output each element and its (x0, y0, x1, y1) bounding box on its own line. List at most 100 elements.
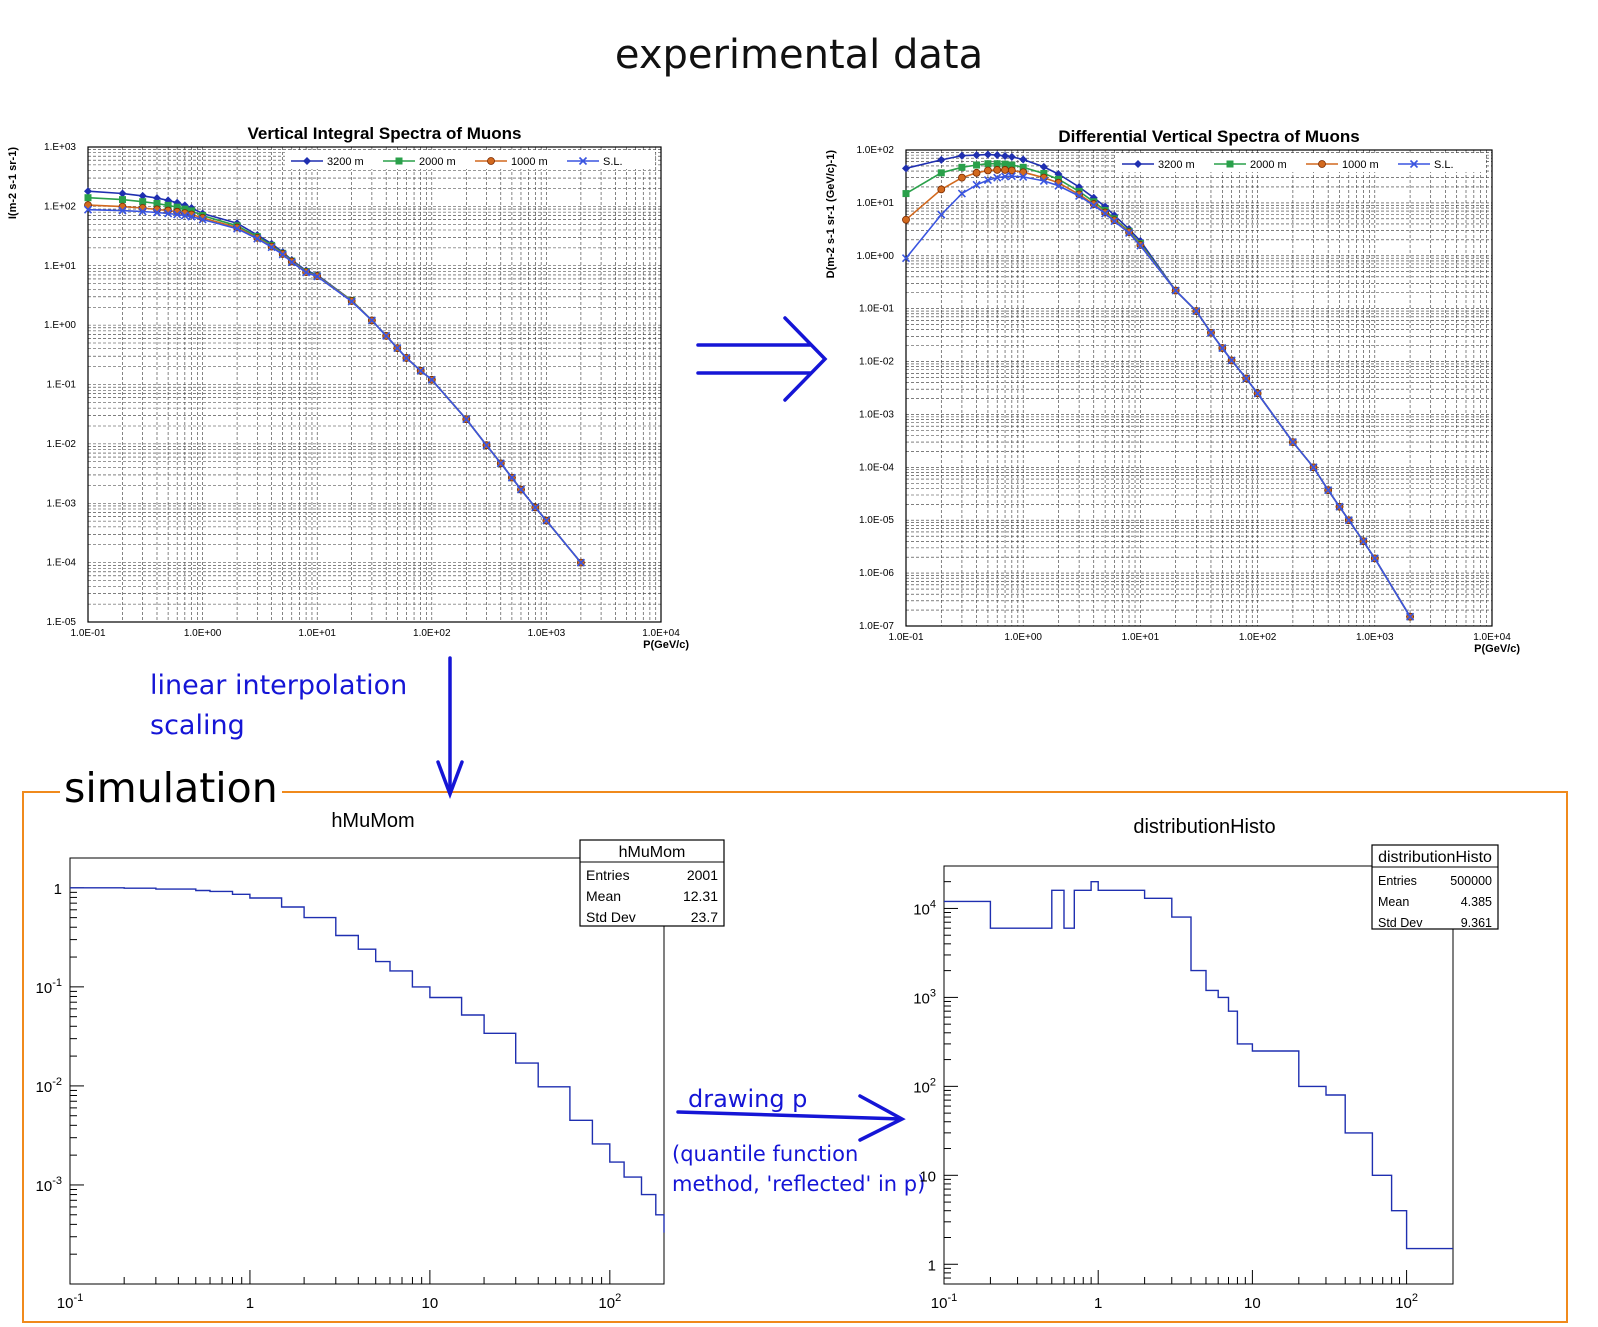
differential-xtick-label: 1.0E+04 (1473, 632, 1511, 643)
differential-ytick-label: 1.0E-02 (859, 357, 894, 368)
differential-data-point (1007, 172, 1016, 181)
differential-ytick-label: 1.0E+02 (856, 145, 894, 156)
integral-series-line (87, 196, 582, 564)
integral-data-point (347, 297, 356, 306)
integral-data-point (198, 215, 207, 224)
integral-data-point (382, 331, 391, 340)
differential-data-point (984, 166, 992, 175)
differential-ytick-label: 1.0E-05 (859, 515, 894, 526)
differential-data-point (958, 163, 966, 171)
integral-ytick-label: 1.E-05 (47, 617, 77, 628)
hmumom-stats-frame (579, 839, 725, 927)
differential-data-point (1171, 286, 1180, 295)
differential-data-point (1019, 155, 1028, 164)
integral-ytick-label: 1.E-01 (47, 380, 77, 391)
quantile-note-line1: (quantile function (672, 1142, 859, 1166)
distribution-stats-value: 4.385 (1461, 895, 1492, 909)
differential-data-point (993, 160, 1001, 168)
down-arrow-head (436, 760, 464, 799)
hmumom-stats-key: Mean (586, 888, 621, 904)
differential-data-point (984, 160, 992, 168)
integral-data-point (164, 201, 172, 209)
differential-data-point (1206, 328, 1216, 337)
distribution-stats-key: Mean (1378, 895, 1409, 909)
differential-legend-marker (1134, 160, 1142, 168)
hmumom-stats-key: Std Dev (586, 909, 636, 925)
integral-data-point (402, 353, 411, 363)
integral-data-point (482, 441, 491, 450)
integral-title: Vertical Integral Spectra of Muons (248, 124, 522, 143)
integral-data-point (393, 344, 402, 353)
distribution-ytick-label: 102 (913, 1076, 936, 1096)
slide-title: experimental data (614, 32, 984, 78)
hmumom-stats-key: Entries (586, 867, 630, 883)
integral-data-point (173, 210, 182, 219)
integral-data-point (278, 250, 287, 259)
integral-ylabel: I(m-2 s-1 sr-1) (7, 147, 19, 219)
integral-data-point (118, 189, 127, 198)
distribution-title: distributionHisto (1133, 816, 1275, 838)
distribution-stats-box: distributionHisto Entries 500000 Mean 4.385 S… (1371, 844, 1499, 930)
differential-data-point (1039, 176, 1048, 186)
drawing-note: drawing p (688, 1085, 808, 1113)
differential-data-point (1008, 161, 1016, 169)
differential-series-2 (902, 166, 1414, 621)
differential-data-point (937, 155, 946, 164)
differential-data-point (937, 169, 945, 177)
integral-xtick-label: 1.0E+03 (528, 628, 566, 639)
integral-data-point (367, 316, 376, 325)
hmumom-stats-value: 23.7 (691, 909, 718, 925)
hmumom-ytick-label: 10-2 (36, 1076, 62, 1096)
integral-xtick-label: 1.0E+02 (413, 628, 451, 639)
differential-ytick-label: 1.0E+00 (856, 251, 894, 262)
differential-legend-label: 2000 m (1250, 159, 1287, 171)
differential-data-point (1192, 307, 1201, 316)
integral-xlabel: P(GeV/c) (643, 639, 689, 651)
hmumom-xtick-label: 1 (246, 1295, 254, 1312)
distribution-ytick-label: 1 (928, 1257, 936, 1274)
integral-data-point (233, 224, 242, 233)
differential-data-point (1124, 228, 1134, 238)
integral-data-point (84, 194, 92, 202)
differential-xtick-label: 1.0E+02 (1239, 632, 1277, 643)
interpolation-note-line1: linear interpolation (150, 670, 408, 701)
differential-data-point (972, 168, 981, 177)
differential-ytick-label: 1.0E-07 (859, 621, 894, 632)
differential-data-point (957, 151, 966, 160)
integral-data-point (416, 366, 425, 375)
differential-data-point (973, 161, 981, 169)
differential-data-point (1001, 152, 1010, 161)
differential-data-point (993, 151, 1002, 160)
differential-data-point (993, 166, 1002, 174)
integral-data-point (83, 205, 93, 214)
interpolation-note-line2: scaling (150, 710, 245, 741)
differential-data-point (1136, 241, 1145, 250)
hmumom-xtick-label: 102 (598, 1292, 621, 1312)
differential-data-point (1039, 162, 1048, 171)
integral-legend-box (285, 151, 655, 169)
integral-data-point (462, 415, 471, 424)
differential-data-point (1019, 172, 1028, 181)
differential-xtick-label: 1.0E+00 (1004, 632, 1042, 643)
distribution-xtick-label: 102 (1395, 1292, 1418, 1312)
integral-ytick-label: 1.E-04 (47, 558, 77, 569)
differential-data-point (1309, 463, 1318, 472)
integral-ytick-label: 1.E+02 (44, 201, 76, 212)
hmumom-histogram-line (70, 887, 665, 1233)
differential-data-point (1242, 374, 1251, 383)
integral-data-point (152, 208, 162, 217)
distribution-stats-key: Std Dev (1378, 916, 1423, 930)
integral-data-point (302, 268, 311, 277)
hmumom-title: hMuMom (331, 810, 414, 832)
integral-data-point (496, 459, 505, 468)
differential-series-line (905, 162, 1411, 618)
integral-data-point (267, 243, 276, 252)
differential-ytick-label: 1.0E-06 (859, 568, 894, 579)
hmumom-stats-value: 12.31 (683, 888, 718, 904)
drawing-arrow-head (858, 1094, 906, 1142)
differential-series-3 (901, 172, 1415, 621)
differential-data-point (1054, 181, 1063, 190)
differential-legend-label: S.L. (1434, 159, 1454, 171)
distribution-xtick-label: 10-1 (931, 1292, 957, 1312)
